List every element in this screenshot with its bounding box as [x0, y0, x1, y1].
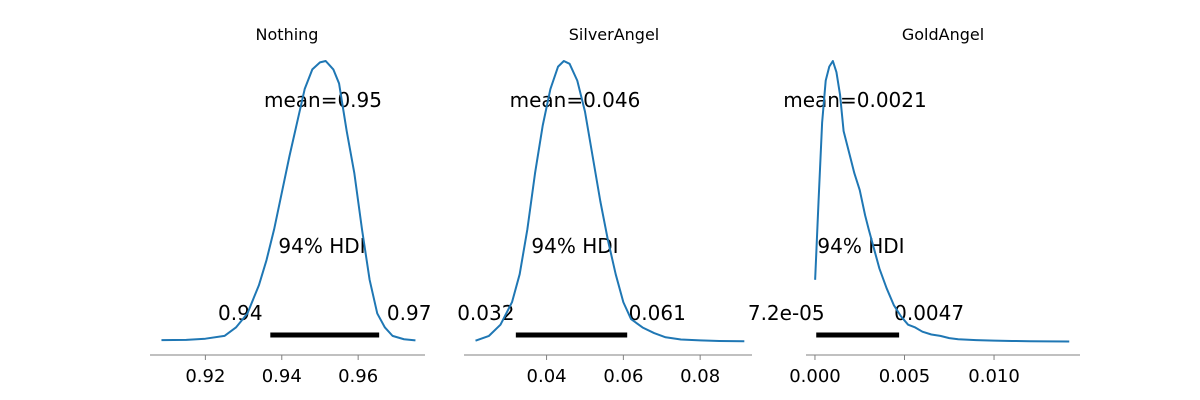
mean-label: mean=0.046	[510, 88, 641, 112]
panel-silverangel: SilverAngel mean=0.046 94% HDI 0.032 0.0…	[457, 25, 752, 387]
hdi-high-label: 0.061	[629, 301, 686, 325]
x-tick-label: 0.000	[789, 366, 841, 387]
x-tick-label: 0.96	[338, 366, 378, 387]
panel-title: SilverAngel	[569, 25, 659, 44]
x-tick-label: 0.08	[680, 366, 720, 387]
hdi-label: 94% HDI	[278, 234, 365, 258]
hdi-low-label: 0.032	[457, 301, 514, 325]
x-tick-label: 0.06	[603, 366, 643, 387]
hdi-low-label: 7.2e-05	[748, 301, 825, 325]
x-tick-label: 0.94	[262, 366, 302, 387]
panel-goldangel: GoldAngel mean=0.0021 94% HDI 7.2e-05 0.…	[748, 25, 1080, 387]
hdi-high-label: 0.97	[387, 301, 432, 325]
density-curve	[814, 60, 1070, 343]
x-tick-label: 0.04	[527, 366, 567, 387]
panel-title: GoldAngel	[902, 25, 984, 44]
hdi-label: 94% HDI	[817, 234, 904, 258]
hdi-label: 94% HDI	[531, 234, 618, 258]
density-curve	[475, 60, 745, 343]
mean-label: mean=0.0021	[783, 88, 926, 112]
x-tick-label: 0.92	[185, 366, 225, 387]
x-tick-label: 0.005	[879, 366, 931, 387]
x-tick-label: 0.010	[968, 366, 1020, 387]
panel-nothing: Nothing mean=0.95 94% HDI 0.94 0.97 0.92…	[150, 25, 431, 387]
mean-label: mean=0.95	[264, 88, 382, 112]
panel-title: Nothing	[256, 25, 319, 44]
density-curve	[161, 60, 416, 342]
